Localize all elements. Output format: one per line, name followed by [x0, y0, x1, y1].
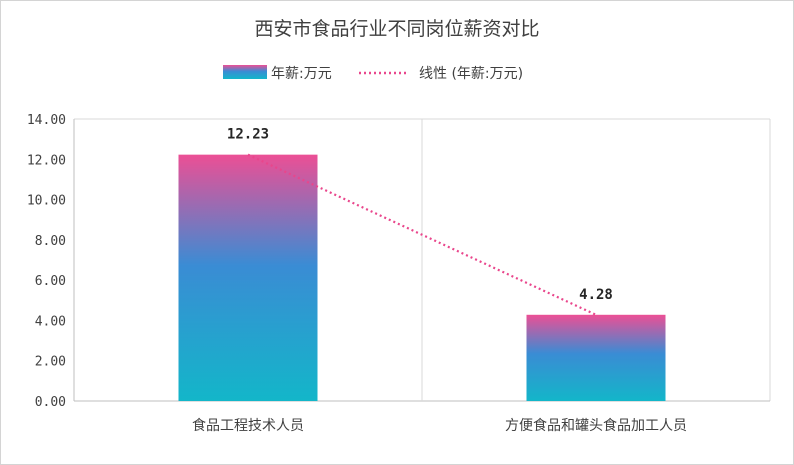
x-tick-label: 食品工程技术人员 — [192, 417, 304, 434]
y-tick-label: 8.00 — [35, 234, 66, 249]
chart-title: 西安市食品行业不同岗位薪资对比 — [254, 18, 539, 40]
bar — [178, 154, 318, 401]
y-tick-label: 2.00 — [35, 355, 66, 370]
y-tick-label: 14.00 — [27, 113, 66, 128]
trendline — [247, 153, 597, 316]
y-tick-label: 4.00 — [35, 314, 66, 329]
data-label: 12.23 — [227, 127, 269, 143]
y-tick-label: 0.00 — [35, 395, 66, 410]
y-tick-label: 6.00 — [35, 274, 66, 289]
y-tick-label: 12.00 — [27, 153, 66, 168]
legend: 年薪:万元 线性 (年薪:万元) — [223, 65, 523, 82]
legend-label-bar: 年薪:万元 — [271, 66, 332, 82]
y-tick-label: 10.00 — [27, 194, 66, 209]
bar — [526, 314, 666, 401]
legend-swatch-bar — [223, 65, 267, 79]
data-label: 4.28 — [579, 287, 613, 303]
legend-label-trendline: 线性 (年薪:万元) — [419, 66, 523, 82]
plot-area: 0.00 2.00 4.00 6.00 8.00 10.00 12.00 14.00 12.23… — [27, 113, 771, 434]
x-tick-label: 方便食品和罐头食品加工人员 — [505, 417, 687, 434]
